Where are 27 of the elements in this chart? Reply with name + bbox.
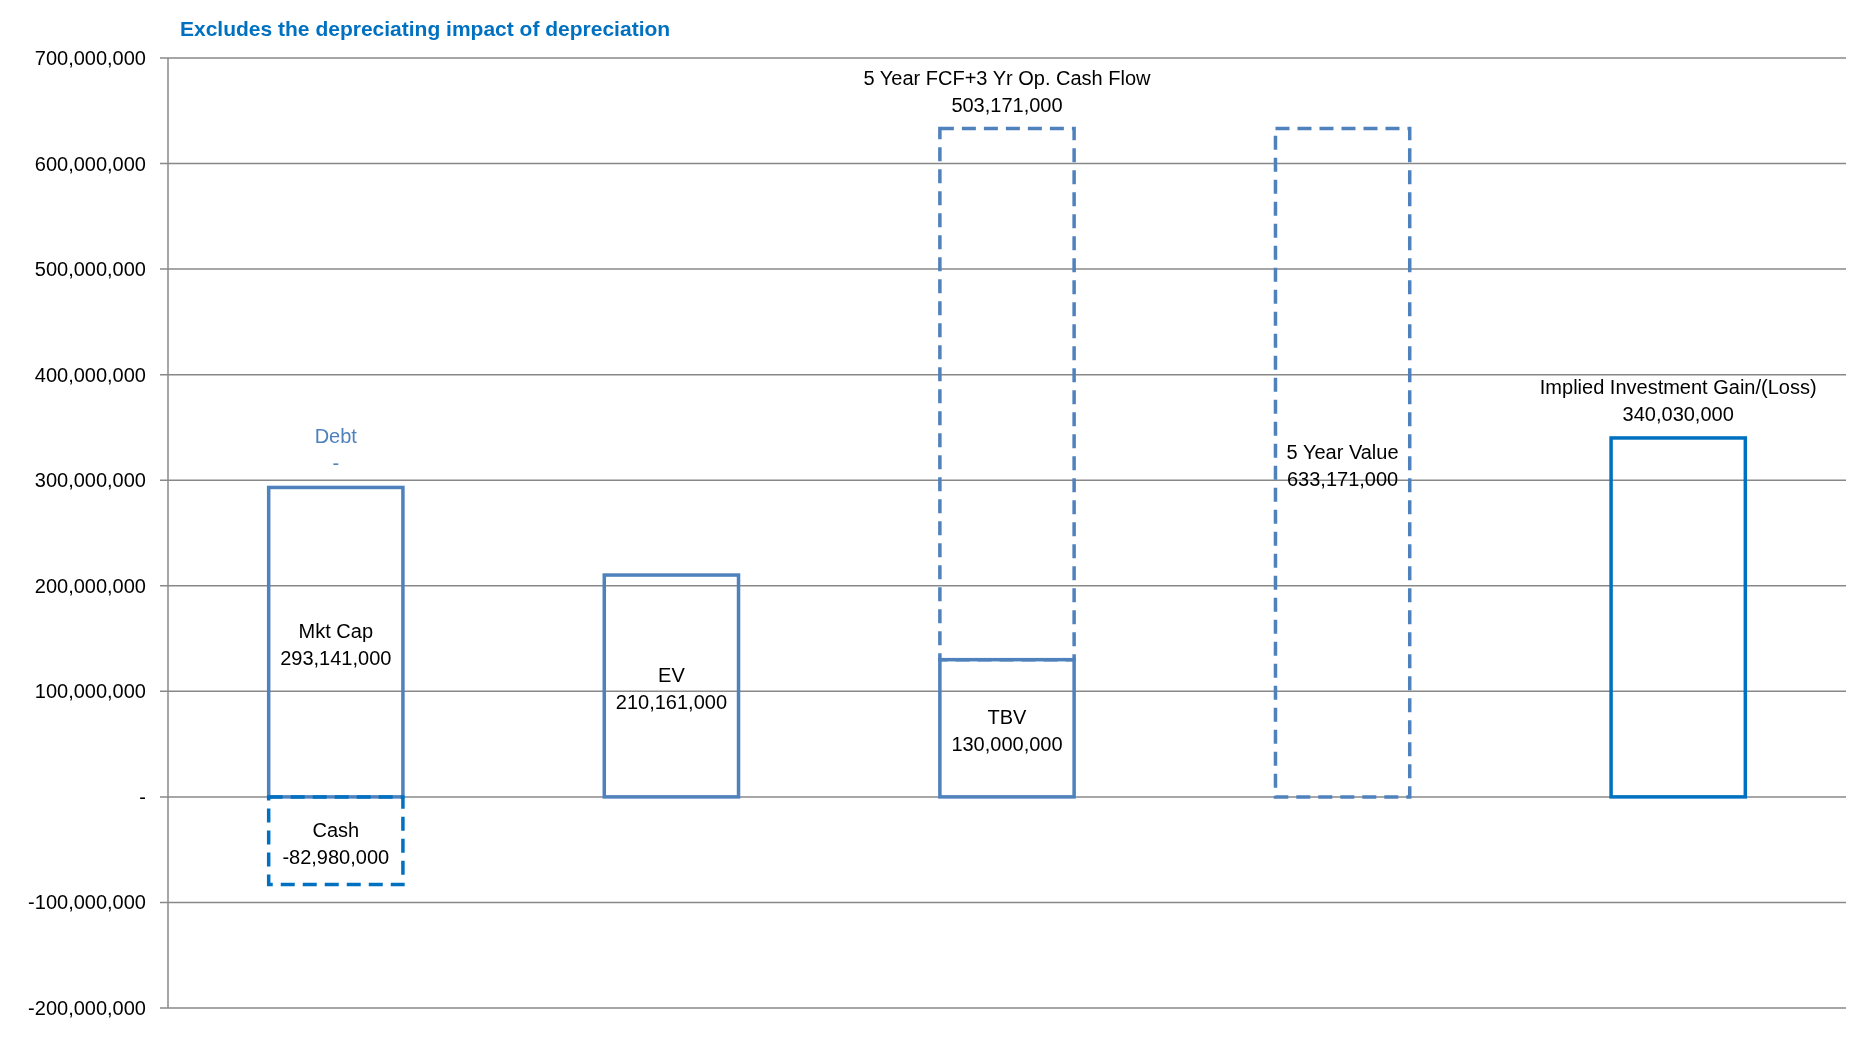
y-tick-label: 300,000,000 xyxy=(34,469,146,492)
data-label: - xyxy=(332,452,340,475)
data-label: -82,980,000 xyxy=(282,845,390,868)
y-tick-label: 600,000,000 xyxy=(34,152,146,175)
y-tick-label: 200,000,000 xyxy=(34,574,146,597)
y-tick-label: 500,000,000 xyxy=(34,258,146,281)
text: EV xyxy=(658,663,686,686)
y-tick-label: -200,000,000 xyxy=(28,997,146,1019)
y-tick-label: - xyxy=(139,785,146,808)
text: TBV xyxy=(987,706,1028,729)
data-label: 293,141,000 xyxy=(280,647,392,670)
text: 5 Year FCF+3 Yr Op. Cash Flow xyxy=(863,66,1152,89)
data-label: 633,171,000 xyxy=(1286,467,1399,490)
data-label: 503,171,000 xyxy=(951,93,1063,116)
y-tick-label: 400,000,000 xyxy=(34,363,146,386)
y-tick-label: 700,000,000 xyxy=(34,47,146,69)
legend-label: Debt xyxy=(314,425,358,448)
y-tick-label: -100,000,000 xyxy=(28,891,146,914)
series-label: Mkt Cap xyxy=(298,620,374,643)
series-label: Cash xyxy=(312,818,360,841)
series-label: 5 Year Value xyxy=(1286,440,1399,463)
data-label: 130,000,000 xyxy=(951,733,1063,756)
y-tick-label: 100,000,000 xyxy=(34,680,146,703)
data-label: 210,161,000 xyxy=(615,690,728,713)
text: Implied Investment Gain/(Loss) xyxy=(1539,375,1817,398)
chart-title: Excludes the depreciating impact of depreciation xyxy=(180,17,671,40)
data-label: 340,030,000 xyxy=(1622,402,1734,425)
